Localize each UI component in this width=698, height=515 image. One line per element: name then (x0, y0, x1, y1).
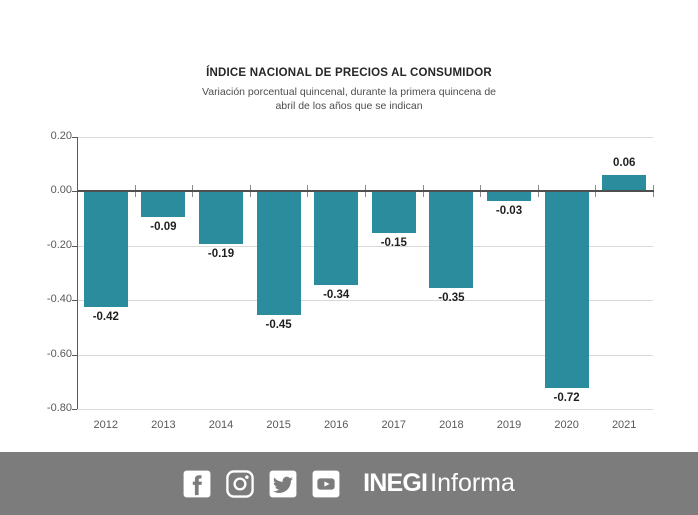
gridline (77, 300, 653, 302)
y-axis-tick (72, 191, 77, 193)
bar-value-label: -0.45 (265, 318, 292, 331)
chart-title: ÍNDICE NACIONAL DE PRECIOS AL CONSUMIDOR (206, 67, 492, 79)
bar-value-label: -0.09 (150, 220, 177, 233)
bar-chart: 0.20 0.00 -0.20 -0.40 -0.60 -0.80 -0.42 2012 -0.… (46, 130, 654, 431)
y-axis-label: 0.20 (50, 130, 72, 142)
bar-value-label: -0.19 (207, 248, 235, 261)
bar-2012 (83, 192, 128, 307)
y-axis-line (77, 137, 78, 409)
x-axis-label: 2016 (323, 419, 349, 431)
bar-value-label: -0.72 (553, 392, 580, 405)
bar-value-label: -0.42 (92, 310, 119, 323)
x-axis-label: 2019 (496, 419, 522, 431)
x-axis-label: 2017 (381, 419, 407, 431)
gridline (77, 354, 653, 356)
bar-2013 (141, 192, 186, 217)
y-axis-tick (72, 409, 77, 410)
y-axis-tick (72, 137, 77, 138)
bar-value-label: 0.06 (612, 157, 636, 170)
gridline (77, 245, 653, 247)
y-axis-tick (72, 354, 77, 356)
x-axis-label: 2021 (611, 419, 637, 431)
bar-value-label: -0.34 (323, 288, 350, 301)
x-axis-label: 2012 (93, 419, 119, 431)
zero-axis-line (77, 190, 654, 193)
bar-2015 (256, 192, 301, 315)
youtube-icon[interactable] (312, 470, 340, 498)
facebook-icon[interactable] (183, 470, 211, 498)
bar-2014 (199, 192, 243, 245)
bar-2021 (602, 175, 647, 192)
y-axis-label: -0.80 (46, 402, 72, 414)
gridline (77, 409, 653, 410)
x-axis-label: 2018 (439, 419, 464, 431)
bar-2018 (429, 192, 474, 288)
y-axis-label: -0.20 (46, 238, 72, 251)
bar-value-label: -0.35 (438, 291, 465, 304)
x-axis-label: 2014 (208, 419, 234, 431)
bar-2016 (314, 192, 359, 285)
footer-bar: INEGI Informa (0, 452, 698, 515)
y-axis-label: -0.40 (46, 293, 72, 306)
bar-2019 (487, 192, 531, 201)
twitter-icon[interactable] (269, 470, 297, 498)
bar-2020 (544, 192, 589, 389)
chart-subtitle-line-1: Variación porcentual quincenal, durante … (202, 86, 496, 98)
inegi-informa-logo: INEGI Informa (363, 469, 515, 498)
bar-value-label: -0.15 (380, 237, 407, 250)
y-axis-label: -0.60 (46, 347, 72, 360)
inegi-logo-text: INEGI (363, 469, 428, 497)
x-axis-label: 2015 (266, 419, 291, 431)
x-axis-label: 2013 (151, 419, 176, 431)
chart-header: ÍNDICE NACIONAL DE PRECIOS AL CONSUMIDOR… (0, 67, 698, 113)
instagram-icon[interactable] (226, 469, 254, 498)
informa-logo-text: Informa (430, 469, 515, 497)
x-axis-label: 2020 (554, 419, 579, 431)
bar-2017 (371, 192, 416, 234)
y-axis-label: 0.00 (50, 184, 72, 197)
chart-subtitle-line-2: abril de los años que se indican (275, 100, 423, 112)
gridline (77, 137, 653, 138)
bar-value-label: -0.03 (495, 204, 523, 217)
y-axis-tick (72, 245, 77, 247)
y-axis-tick (72, 300, 77, 302)
